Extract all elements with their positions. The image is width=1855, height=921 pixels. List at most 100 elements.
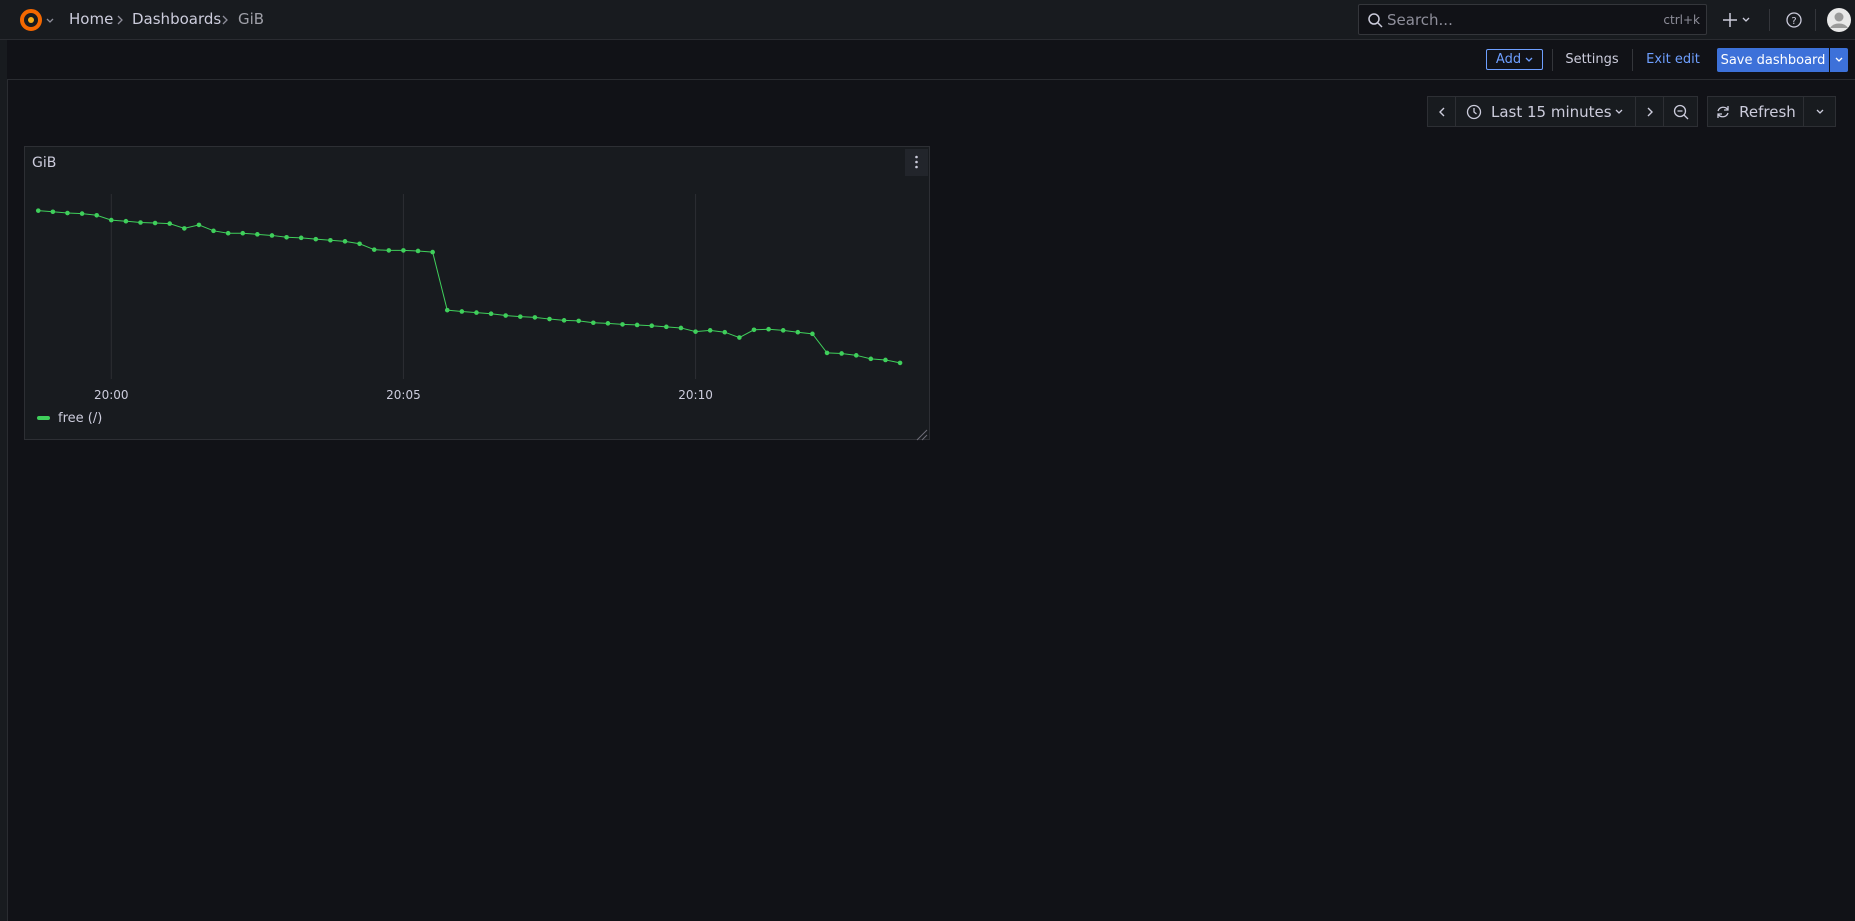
grafana-logo[interactable] [18, 7, 56, 33]
data-point [357, 241, 362, 247]
menu-dots [915, 155, 918, 169]
data-point [35, 208, 41, 213]
series-line [38, 210, 901, 364]
x-tick-label: 20:00 [94, 388, 129, 402]
data-point [430, 249, 435, 255]
data-point [182, 226, 187, 231]
data-point [152, 220, 158, 226]
data-point [488, 311, 494, 316]
caret [1816, 109, 1823, 114]
button-label: Add [1495, 52, 1522, 67]
data-point [561, 318, 567, 323]
refresh-interval[interactable] [1803, 96, 1836, 127]
data-point [371, 247, 377, 252]
data-point [634, 322, 640, 328]
data-point [751, 327, 757, 333]
search-box[interactable]: Search... ctrl+k [1358, 4, 1707, 35]
caret [1835, 57, 1843, 62]
save-dashboard-button[interactable]: Save dashboard [1717, 48, 1829, 72]
data-point [328, 237, 333, 243]
data-point [50, 209, 56, 215]
data-point [707, 328, 713, 333]
add-button[interactable]: Add [1486, 49, 1543, 70]
divider [1552, 49, 1553, 71]
caret [1525, 57, 1533, 62]
chevron [1647, 107, 1653, 116]
save-menu[interactable] [1830, 48, 1848, 72]
refresh-label: Refresh [1739, 102, 1796, 121]
data-point [795, 329, 801, 335]
data-point [123, 218, 129, 224]
data-point [839, 351, 844, 356]
data-point [532, 315, 538, 320]
help-icon[interactable]: ? [1785, 11, 1803, 29]
panel-title: GiB [32, 155, 56, 171]
chevron [222, 15, 228, 25]
data-point [591, 320, 596, 326]
resize-handle [916, 429, 928, 441]
time-back[interactable] [1427, 96, 1456, 127]
chart: GiB 20:00 20:05 20:10 free (/) [32, 149, 928, 441]
data-point [225, 230, 231, 236]
breadcrumb[interactable]: Dashboards [132, 10, 222, 28]
data-point [868, 356, 874, 362]
data-point [269, 233, 275, 238]
data-point [211, 228, 216, 234]
user-avatar[interactable] [1826, 7, 1852, 33]
data-point [401, 248, 406, 253]
data-point [298, 235, 304, 241]
data-point [780, 328, 786, 333]
breadcrumb[interactable]: Home [69, 10, 114, 28]
data-point [722, 329, 728, 335]
data-point [883, 357, 888, 363]
data-point [664, 324, 669, 330]
time-range-label: Last 15 minutes [1491, 102, 1612, 121]
panel [24, 146, 930, 440]
breadcrumb: GiB [238, 10, 265, 28]
x-tick-label: 20:10 [678, 388, 713, 402]
data-point [196, 222, 202, 228]
data-point [824, 350, 830, 356]
data-point [65, 210, 70, 216]
divider [1815, 9, 1816, 31]
search-shortcut: ctrl+k [1663, 13, 1700, 27]
data-point [605, 321, 611, 326]
caret [1615, 109, 1623, 114]
zoom-out[interactable] [1663, 96, 1698, 127]
data-point [108, 217, 114, 223]
data-point [386, 248, 392, 253]
time-range-picker[interactable]: Last 15 minutes [1455, 96, 1636, 127]
data-point [342, 239, 348, 244]
refresh-button[interactable]: Refresh [1707, 96, 1804, 127]
data-point [503, 313, 508, 318]
data-point [737, 335, 742, 340]
data-point [620, 322, 625, 327]
data-point [138, 220, 143, 225]
search-placeholder: Search... [1387, 11, 1453, 29]
legend-swatch [37, 416, 50, 420]
divider [1632, 49, 1633, 71]
data-point [517, 314, 523, 319]
data-point [766, 326, 771, 332]
data-point [649, 323, 655, 329]
data-point [547, 316, 552, 322]
data-point [94, 212, 99, 218]
x-tick-label: 20:05 [386, 388, 421, 402]
data-point [678, 325, 684, 331]
data-point [810, 331, 815, 337]
data-point [255, 232, 260, 237]
side-strip [0, 40, 8, 921]
data-point [313, 236, 319, 242]
data-point [897, 360, 903, 366]
data-point [576, 318, 582, 324]
data-point [284, 234, 289, 240]
settings-button[interactable]: Settings [1565, 52, 1619, 67]
exit-edit-button[interactable]: Exit edit [1646, 52, 1700, 67]
time-forward[interactable] [1635, 96, 1664, 127]
data-point [240, 230, 246, 236]
svg-text:?: ? [1791, 16, 1796, 27]
legend-label: free (/) [58, 411, 102, 426]
edit-bar [7, 40, 1855, 80]
new-menu[interactable] [1722, 10, 1758, 30]
